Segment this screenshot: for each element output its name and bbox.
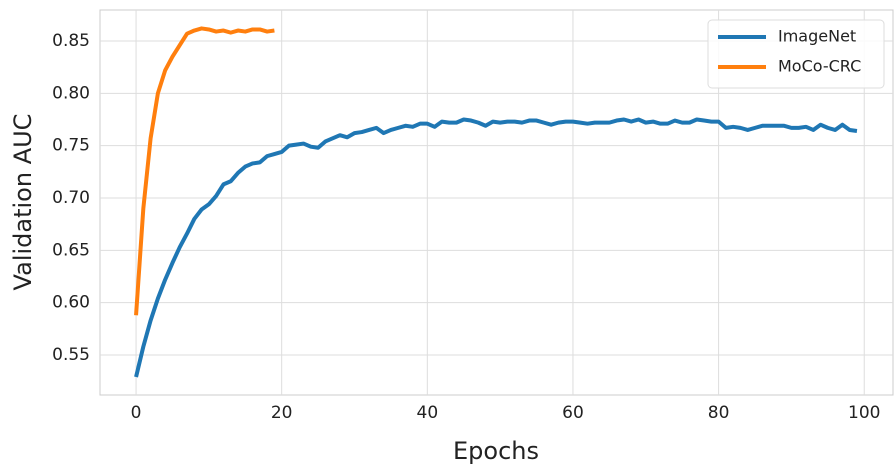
x-tick-label: 40	[417, 403, 439, 423]
series-line	[134, 26, 275, 316]
y-axis-label: Validation AUC	[9, 114, 37, 291]
y-tick-label: 0.75	[52, 136, 90, 156]
legend-label: MoCo-CRC	[778, 57, 861, 76]
y-tick-label: 0.60	[52, 293, 90, 313]
y-tick-label: 0.55	[52, 345, 90, 365]
y-tick-label: 0.65	[52, 240, 90, 260]
x-tick-label: 60	[562, 403, 584, 423]
x-axis-label: Epochs	[453, 437, 539, 465]
x-tick-label: 20	[271, 403, 293, 423]
y-tick-label: 0.70	[52, 188, 90, 208]
y-tick-label: 0.85	[52, 31, 90, 51]
y-tick-label: 0.80	[52, 83, 90, 103]
x-tick-label: 0	[131, 403, 142, 423]
legend-label: ImageNet	[778, 27, 856, 46]
series-line	[134, 117, 858, 378]
x-tick-label: 100	[848, 403, 880, 423]
x-tick-label: 80	[708, 403, 730, 423]
